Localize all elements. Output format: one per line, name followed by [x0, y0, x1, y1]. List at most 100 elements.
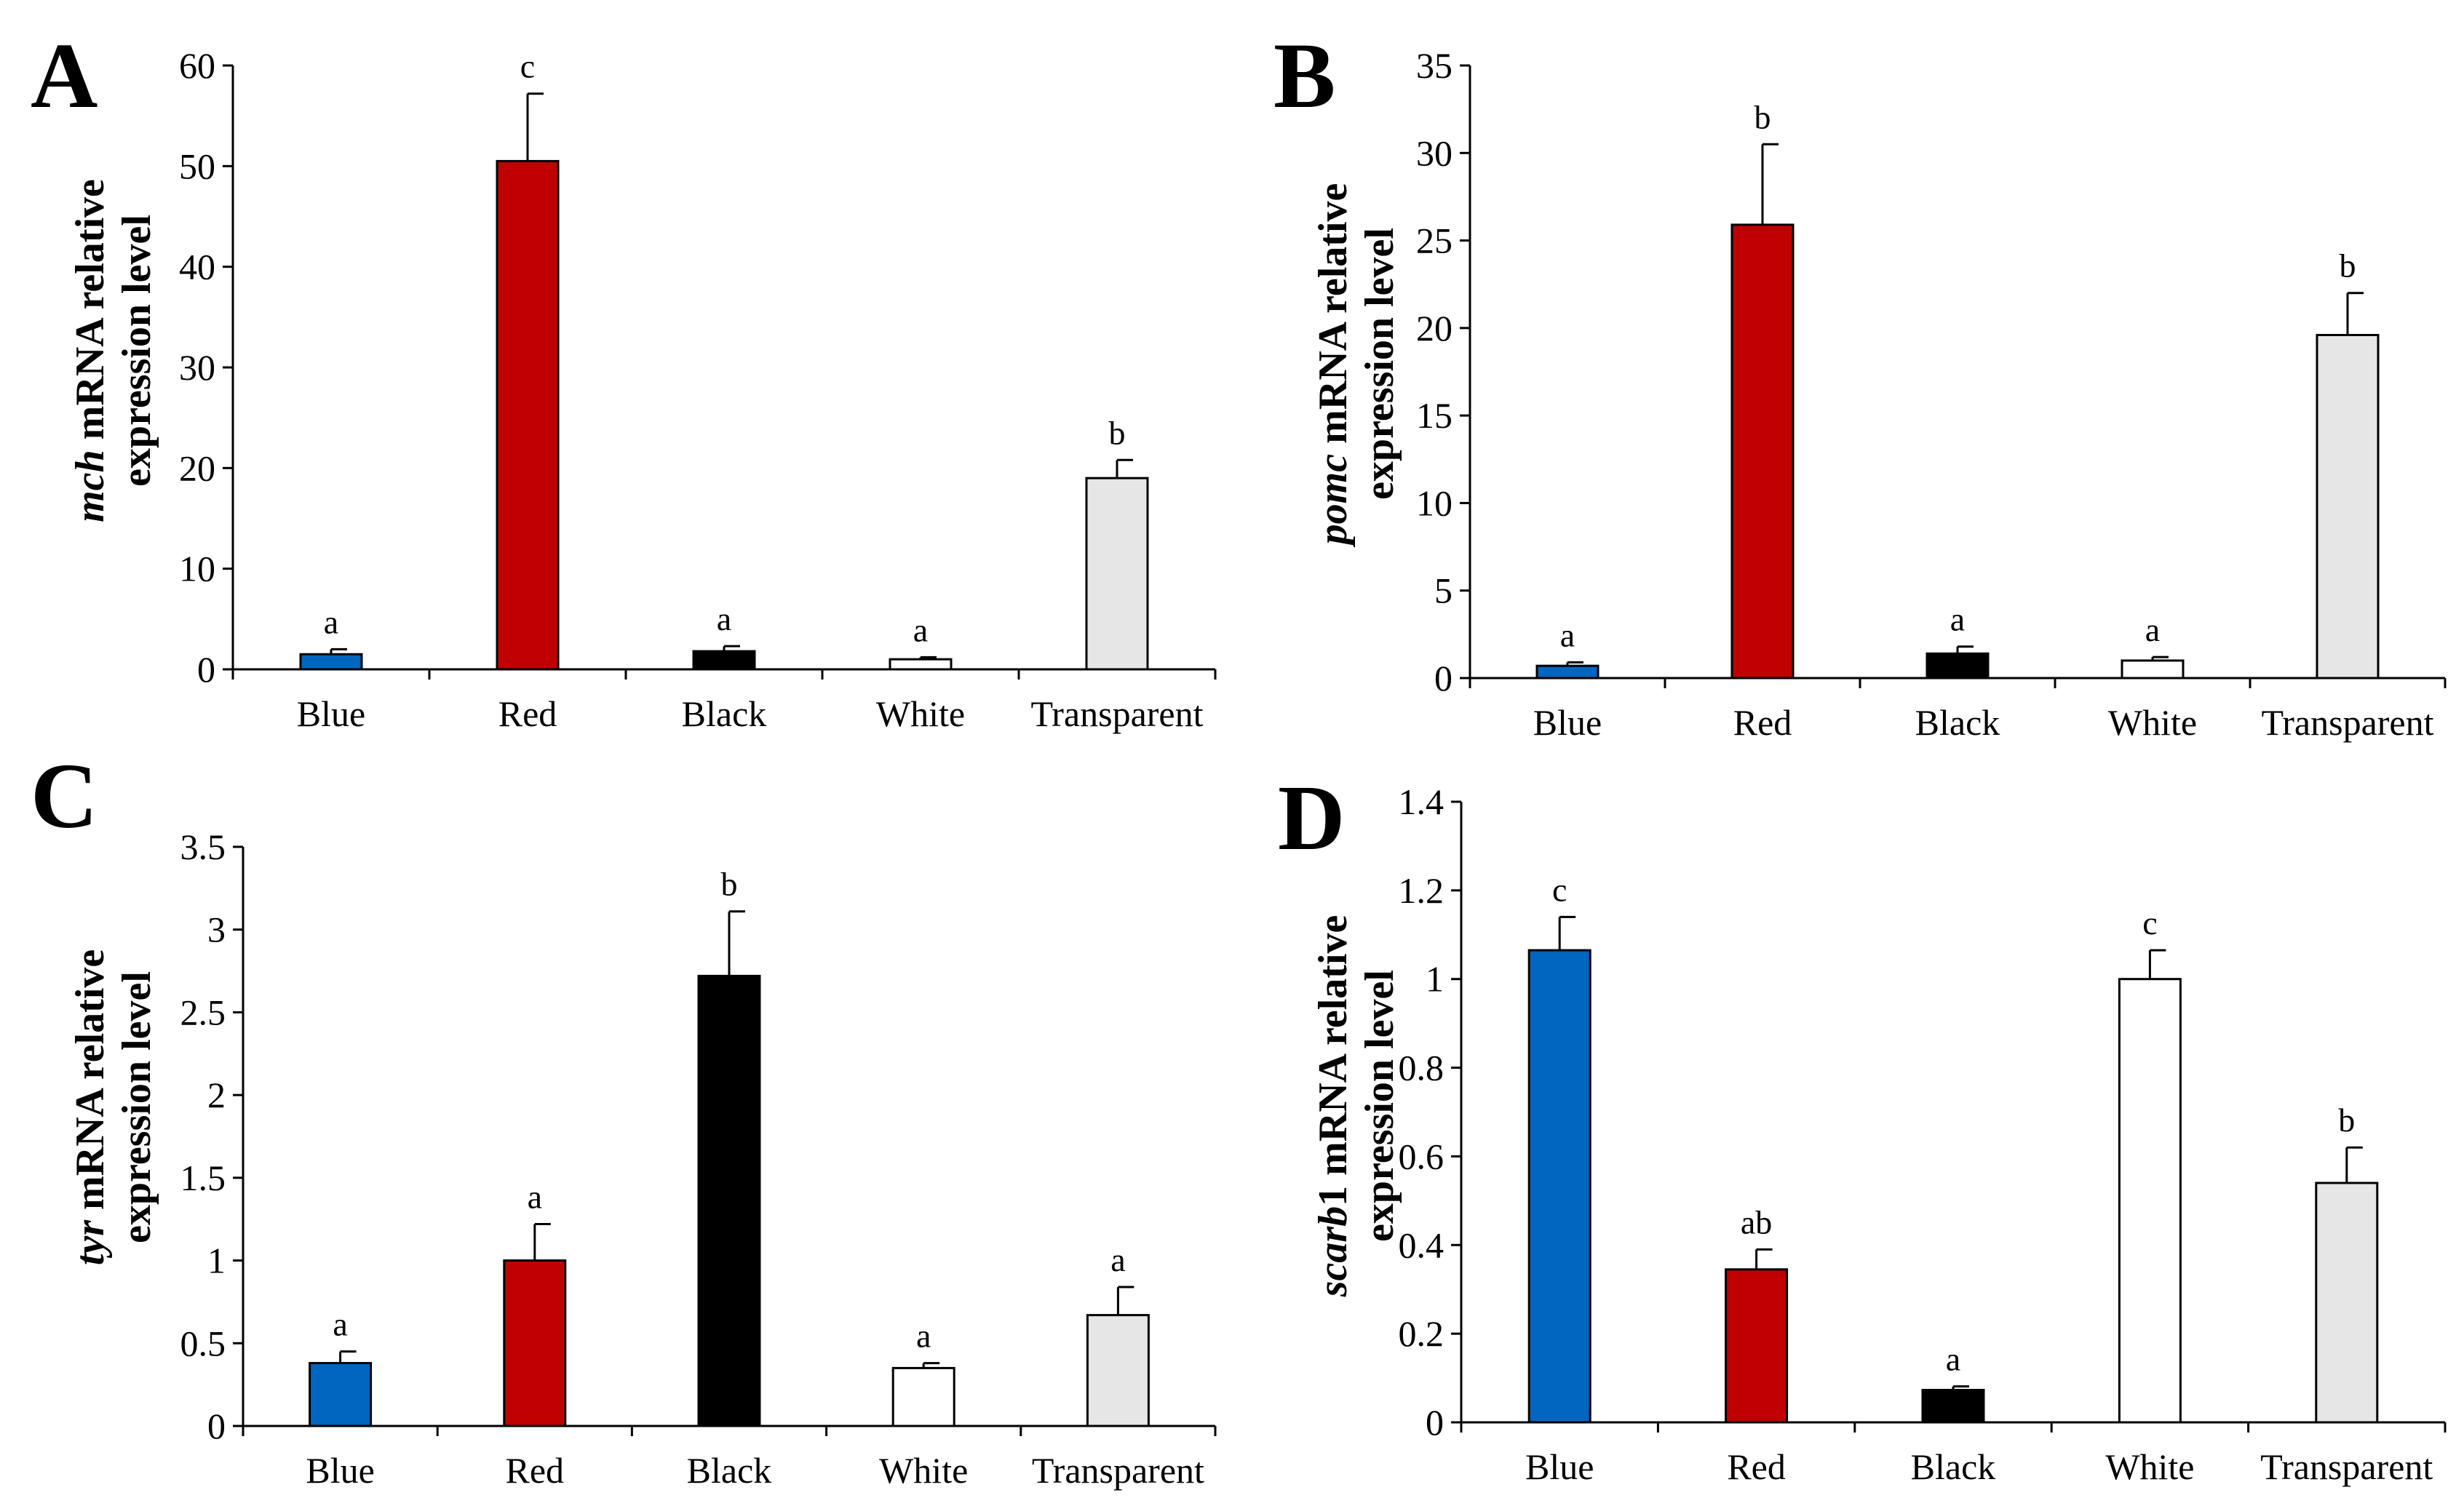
bar — [1085, 477, 1149, 671]
y-tick-label: 1 — [207, 1240, 226, 1281]
y-tick-label: 40 — [179, 247, 215, 287]
significance-letter: a — [1560, 616, 1575, 653]
y-tick-label: 5 — [1434, 570, 1452, 611]
bar-chart: 0 0.5 1 1.5 2 2.5 3 3.5 a Blue a Red b Black a White a Tr… — [180, 826, 1217, 1491]
significance-letter: ab — [1741, 1203, 1772, 1240]
y-tick-label: 0.5 — [180, 1323, 226, 1363]
panel-b: B pomc mRNA relative expression level 0 5… — [1230, 0, 2464, 749]
y-axis-label-line1: mRNA relative — [68, 179, 113, 450]
y-axis-label-line2: expression level — [1357, 970, 1402, 1242]
bar — [2316, 333, 2380, 680]
panel-letter: D — [1278, 766, 1346, 869]
category-label: Black — [682, 693, 767, 734]
y-tick-label: 0 — [197, 649, 215, 690]
panel-letter: C — [31, 744, 98, 848]
y-tick-label: 3 — [207, 909, 226, 950]
significance-letter: a — [333, 1306, 347, 1343]
gene-name: pomc — [1311, 453, 1356, 545]
bar — [1527, 949, 1591, 1424]
y-tick-label: 0 — [1426, 1402, 1444, 1443]
bar-chart: 0 10 20 30 40 50 60 a Blue c Red a Black a White b Trans… — [179, 45, 1217, 734]
bar — [1926, 652, 1990, 680]
significance-letter: b — [1109, 414, 1126, 451]
category-label: Transparent — [1030, 693, 1203, 734]
y-tick-label: 10 — [179, 549, 215, 589]
y-tick-label: 30 — [1416, 132, 1452, 173]
category-label: Red — [506, 1450, 565, 1491]
category-label: Black — [1915, 702, 2000, 743]
significance-letter: a — [1946, 1341, 1960, 1378]
bar — [309, 1362, 373, 1427]
bar — [2121, 659, 2185, 680]
category-label: Black — [687, 1450, 772, 1491]
panel-letter: B — [1273, 24, 1336, 127]
gene-name: scarb — [1311, 1206, 1356, 1297]
y-axis-label: scarb1 mRNA relative expression level — [1310, 778, 1403, 1433]
bar — [692, 650, 756, 671]
category-label: Blue — [306, 1450, 374, 1491]
y-tick-label: 0.8 — [1399, 1048, 1444, 1088]
bar — [503, 1259, 567, 1427]
significance-letter: a — [1950, 601, 1965, 638]
bar — [889, 658, 953, 671]
panel-d: D scarb1 mRNA relative expression level … — [1230, 749, 2464, 1506]
bar — [2118, 978, 2182, 1424]
category-label: White — [2108, 702, 2197, 743]
panel-c: C tyr mRNA relative expression level 0 0.… — [0, 749, 1230, 1506]
category-label: Black — [1911, 1446, 1996, 1487]
y-tick-label: 10 — [1416, 482, 1452, 523]
bar — [1730, 223, 1795, 680]
category-label: Blue — [297, 693, 365, 734]
gene-suffix: 1 — [1311, 1185, 1356, 1206]
significance-letter: a — [528, 1179, 542, 1216]
y-tick-label: 0.6 — [1399, 1136, 1444, 1176]
bar — [1086, 1314, 1150, 1427]
significance-letter: b — [2338, 1101, 2355, 1139]
y-tick-label: 30 — [179, 347, 215, 388]
bar-chart: 0 5 10 15 20 25 30 35 a Blue b Red a Black a White b Tran… — [1416, 45, 2447, 743]
y-tick-label: 0.2 — [1399, 1313, 1444, 1354]
y-tick-label: 2.5 — [180, 992, 226, 1032]
y-tick-label: 25 — [1416, 220, 1452, 261]
bar — [496, 159, 560, 671]
category-label: White — [2105, 1446, 2194, 1487]
category-label: Red — [1733, 702, 1792, 743]
significance-letter: c — [520, 48, 535, 85]
panel-letter: A — [31, 24, 98, 127]
category-label: Red — [498, 693, 557, 734]
significance-letter: b — [1754, 98, 1771, 135]
y-tick-label: 20 — [179, 447, 215, 488]
gene-name: tyr — [68, 1220, 113, 1266]
y-tick-label: 0.4 — [1399, 1224, 1444, 1265]
y-axis-label-line1: mRNA relative — [1311, 183, 1356, 454]
y-tick-label: 0 — [1434, 658, 1452, 698]
category-label: White — [876, 693, 965, 734]
bar — [2315, 1182, 2379, 1424]
y-tick-label: 1.4 — [1399, 781, 1444, 822]
bar — [1725, 1268, 1789, 1424]
y-tick-label: 1.5 — [180, 1158, 226, 1198]
bar — [1535, 664, 1599, 680]
category-label: Transparent — [2260, 1446, 2433, 1487]
significance-letter: b — [721, 866, 738, 903]
y-tick-label: 20 — [1416, 308, 1452, 348]
gene-name: mch — [68, 450, 113, 522]
category-label: Red — [1727, 1446, 1786, 1487]
y-axis-label-line2: expression level — [1357, 228, 1402, 500]
y-tick-label: 2 — [207, 1075, 226, 1115]
y-tick-label: 0 — [207, 1406, 226, 1446]
y-axis-label-line1: mRNA relative — [1311, 915, 1356, 1186]
significance-letter: a — [2145, 611, 2160, 648]
significance-letter: a — [913, 611, 928, 648]
y-axis-label: tyr mRNA relative expression level — [67, 780, 160, 1435]
significance-letter: a — [324, 603, 338, 640]
bar — [891, 1366, 955, 1427]
significance-letter: c — [2142, 904, 2157, 941]
y-tick-label: 1.2 — [1399, 870, 1444, 911]
bar-chart: 0 0.2 0.4 0.6 0.8 1 1.2 1.4 c Blue ab Red a Black c Whi… — [1399, 781, 2447, 1487]
panel-a: A mch mRNA relative expression level 0 10… — [0, 0, 1230, 749]
category-label: White — [879, 1450, 968, 1491]
y-axis-label: pomc mRNA relative expression level — [1310, 36, 1403, 691]
y-tick-label: 15 — [1416, 395, 1452, 436]
category-label: Transparent — [2261, 702, 2433, 743]
